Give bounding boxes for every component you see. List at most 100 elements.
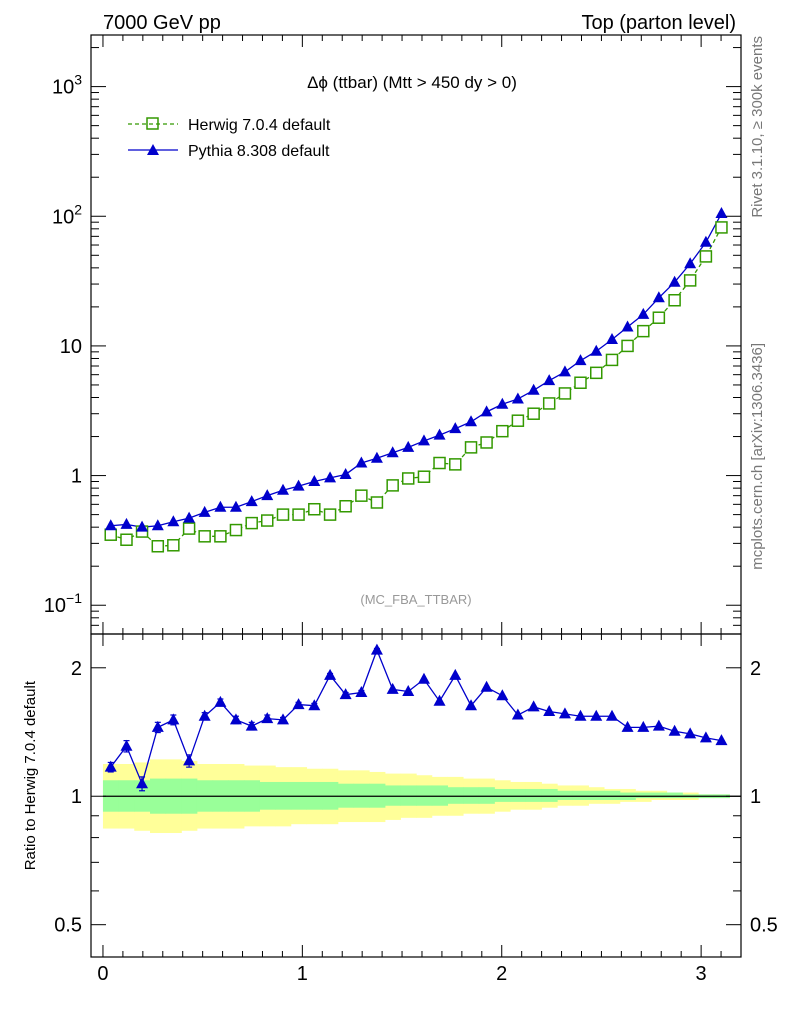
herwig-point xyxy=(308,502,321,516)
pythia-point xyxy=(339,467,352,479)
pythia-point xyxy=(558,365,571,377)
pythia-point xyxy=(527,383,540,395)
pythia-point xyxy=(433,428,446,440)
herwig-point xyxy=(464,441,478,454)
herwig-point xyxy=(323,508,337,521)
ratio-pythia-point xyxy=(292,698,305,710)
ratio-pythia-point xyxy=(496,689,509,701)
ratio-pythia-point xyxy=(277,713,290,725)
pythia-point xyxy=(261,489,274,501)
ratio-pythia-point xyxy=(590,709,603,721)
herwig-point xyxy=(292,508,305,521)
pythia-point xyxy=(183,511,196,523)
ratio-pythia-point xyxy=(715,734,728,746)
ratio-pythia-point xyxy=(574,709,587,721)
pythia-point xyxy=(574,354,587,366)
pythia-point xyxy=(167,515,180,527)
herwig-point xyxy=(151,540,165,553)
herwig-point xyxy=(542,397,556,410)
ratio-pythia-point xyxy=(621,720,634,732)
pythia-point xyxy=(198,505,211,517)
ratio-ytick-label-left: 0.5 xyxy=(54,915,82,937)
pythia-point xyxy=(496,397,509,409)
herwig-point xyxy=(496,424,509,438)
band-inner-bin xyxy=(572,790,589,800)
ratio-pythia-point xyxy=(417,672,430,684)
pythia-point xyxy=(511,392,524,404)
ratio-pythia-point xyxy=(167,713,180,725)
herwig-point xyxy=(417,470,431,483)
band-inner-bin xyxy=(416,785,433,806)
pythia-point xyxy=(465,415,478,427)
ratio-pythia-point xyxy=(511,708,524,720)
herwig-point xyxy=(433,456,446,470)
herwig-point xyxy=(401,472,415,485)
band-inner-bin xyxy=(478,787,495,804)
pythia-point xyxy=(402,440,415,452)
ratio-pythia-point xyxy=(324,668,337,680)
pythia-point xyxy=(151,519,164,531)
header-left: 7000 GeV pp xyxy=(103,12,221,34)
herwig-point xyxy=(668,294,681,307)
watermark: (MC_FBA_TTBAR) xyxy=(360,592,471,607)
ratio-pythia-point xyxy=(527,700,540,712)
band-inner-bin xyxy=(431,785,449,806)
herwig-point xyxy=(276,508,290,521)
ratio-frame xyxy=(90,633,742,958)
ratio-pythia-point xyxy=(370,643,383,655)
ratio-pythia-point xyxy=(684,727,697,739)
mcplots-label: mcplots.cern.ch [arXiv:1306.3436] xyxy=(749,343,766,570)
pythia-point xyxy=(652,291,665,303)
herwig-point xyxy=(339,499,352,513)
ratio-ytick-label-left: 2 xyxy=(71,658,82,680)
pythia-point xyxy=(637,307,650,319)
herwig-point xyxy=(182,522,196,535)
pythia-point xyxy=(120,517,133,529)
ratio-pythia-point xyxy=(465,699,478,711)
ratio-pythia-point xyxy=(214,695,227,707)
ratio-pythia-point xyxy=(120,739,133,751)
herwig-point xyxy=(355,489,368,502)
pythia-point xyxy=(543,374,556,386)
herwig-point xyxy=(214,530,227,543)
herwig-point xyxy=(198,530,211,543)
ratio-pythia-point xyxy=(245,719,258,731)
pythia-point xyxy=(480,405,493,417)
band-inner-bin xyxy=(400,785,417,806)
ratio-pythia-point xyxy=(386,682,399,694)
ratio-pythia-line xyxy=(110,648,722,786)
ratio-axes-layer: 0.5 0.5 1 1 2 2 0 1 2 3 xyxy=(54,634,778,985)
herwig-point xyxy=(699,250,713,263)
ratio-pythia-point xyxy=(699,731,712,743)
main-panel: 10−1 1 10 102 103 Δϕ (ttbar) (Mtt > 450 dy >… xyxy=(44,34,742,635)
pythia-point xyxy=(699,235,712,247)
main-ytick-label: 10 xyxy=(60,336,82,358)
band-inner-bin xyxy=(463,787,480,804)
plot-title: Δϕ (ttbar) (Mtt > 450 dy > 0) xyxy=(307,73,517,92)
pythia-point xyxy=(214,500,227,512)
legend-pythia-label: Pythia 8.308 default xyxy=(188,143,330,160)
ratio-pythia-point xyxy=(558,707,571,719)
herwig-point xyxy=(683,274,697,287)
herwig-point xyxy=(652,311,666,324)
band-inner-bin xyxy=(635,792,652,799)
pythia-point xyxy=(292,479,305,491)
ratio-pythia-point xyxy=(652,719,665,731)
herwig-point xyxy=(621,339,634,353)
main-series-layer xyxy=(104,207,728,553)
main-ytick-label: 102 xyxy=(52,201,82,228)
main-axes-layer: 10−1 1 10 102 103 xyxy=(44,35,741,635)
pythia-point xyxy=(277,483,290,495)
pythia-point xyxy=(621,320,634,332)
herwig-point xyxy=(245,516,258,530)
legend-herwig-label: Herwig 7.0.4 default xyxy=(188,117,331,134)
ratio-pythia-point xyxy=(480,680,493,692)
legend: Herwig 7.0.4 default Pythia 8.308 defaul… xyxy=(128,117,331,160)
herwig-point xyxy=(637,324,650,338)
pythia-line xyxy=(110,213,723,528)
header-right: Top (parton level) xyxy=(581,12,736,34)
pythia-point xyxy=(245,495,258,507)
band-inner-bin xyxy=(541,788,558,802)
pythia-point xyxy=(308,475,321,487)
